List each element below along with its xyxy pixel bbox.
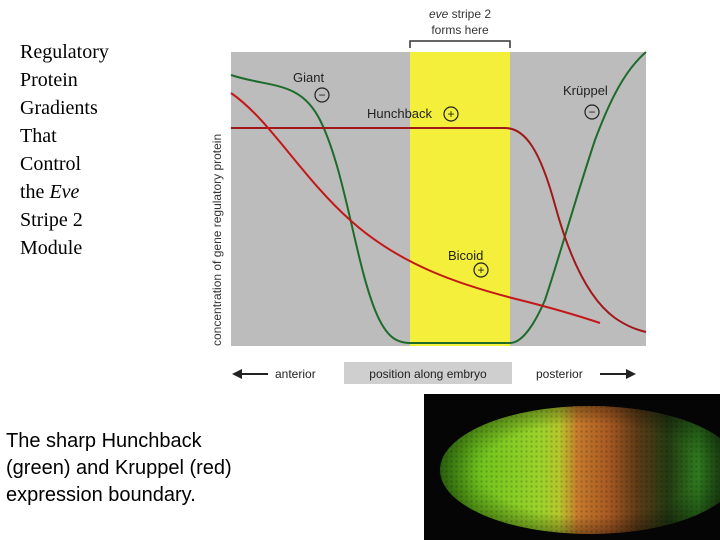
posterior-arrow-head — [626, 369, 636, 379]
y-axis-label: concentration of gene regulatory protein — [210, 134, 224, 346]
gradient-diagram: eve stripe 2 forms here concentration of… — [210, 7, 647, 384]
title-line: Protein — [20, 69, 78, 91]
title-line: Control — [20, 153, 82, 175]
stripe-label-line2: forms here — [431, 23, 489, 37]
embryo-shading — [440, 406, 720, 534]
caption: The sharp Hunchback (green) and Kruppel … — [6, 428, 326, 509]
title-word-italic: Eve — [49, 181, 80, 203]
title-line: Gradients — [20, 97, 98, 119]
title-line: Regulatory — [20, 41, 109, 63]
kruppel-sign-circle — [584, 104, 600, 120]
stripe-label-eve: eve — [429, 7, 449, 21]
title-line: Module — [20, 237, 83, 259]
title-word: the — [20, 181, 45, 203]
bicoid-curve — [230, 92, 601, 324]
x-axis-label-box — [344, 362, 512, 384]
giant-curve — [230, 51, 647, 344]
hunchback-curve — [231, 127, 647, 333]
title-line: the Eve — [20, 178, 210, 206]
slide-title: Regulatory Protein Gradients That Contro… — [20, 38, 210, 262]
kruppel-label: Krüppel — [563, 83, 608, 98]
stripe-bracket — [409, 40, 511, 48]
bicoid-sign: + — [477, 263, 484, 277]
bicoid-label: Bicoid — [448, 248, 483, 263]
giant-sign-circle — [314, 87, 330, 103]
caption-line: expression boundary. — [6, 484, 196, 506]
stripe-label-line1: eve stripe 2 — [429, 7, 491, 21]
stripe-2-region — [410, 52, 510, 346]
caption-line: The sharp Hunchback — [6, 430, 202, 452]
hunchback-label: Hunchback — [367, 106, 433, 121]
bicoid-sign-circle — [473, 262, 489, 278]
posterior-label: posterior — [536, 367, 583, 381]
anterior-label: anterior — [275, 367, 316, 381]
stripe-label-rest: stripe 2 — [448, 7, 491, 21]
title-line: That — [20, 125, 57, 147]
anterior-arrow-head — [232, 369, 242, 379]
hunchback-sign-circle — [443, 106, 459, 122]
title-line: Stripe 2 — [20, 209, 83, 231]
giant-label: Giant — [293, 70, 324, 85]
giant-sign: − — [318, 88, 325, 102]
embryo-fluorescence-image — [424, 394, 720, 540]
kruppel-sign: − — [588, 105, 595, 119]
caption-line: (green) and Kruppel (red) — [6, 457, 232, 479]
hunchback-sign: + — [447, 107, 454, 121]
x-axis-label: position along embryo — [369, 367, 487, 381]
